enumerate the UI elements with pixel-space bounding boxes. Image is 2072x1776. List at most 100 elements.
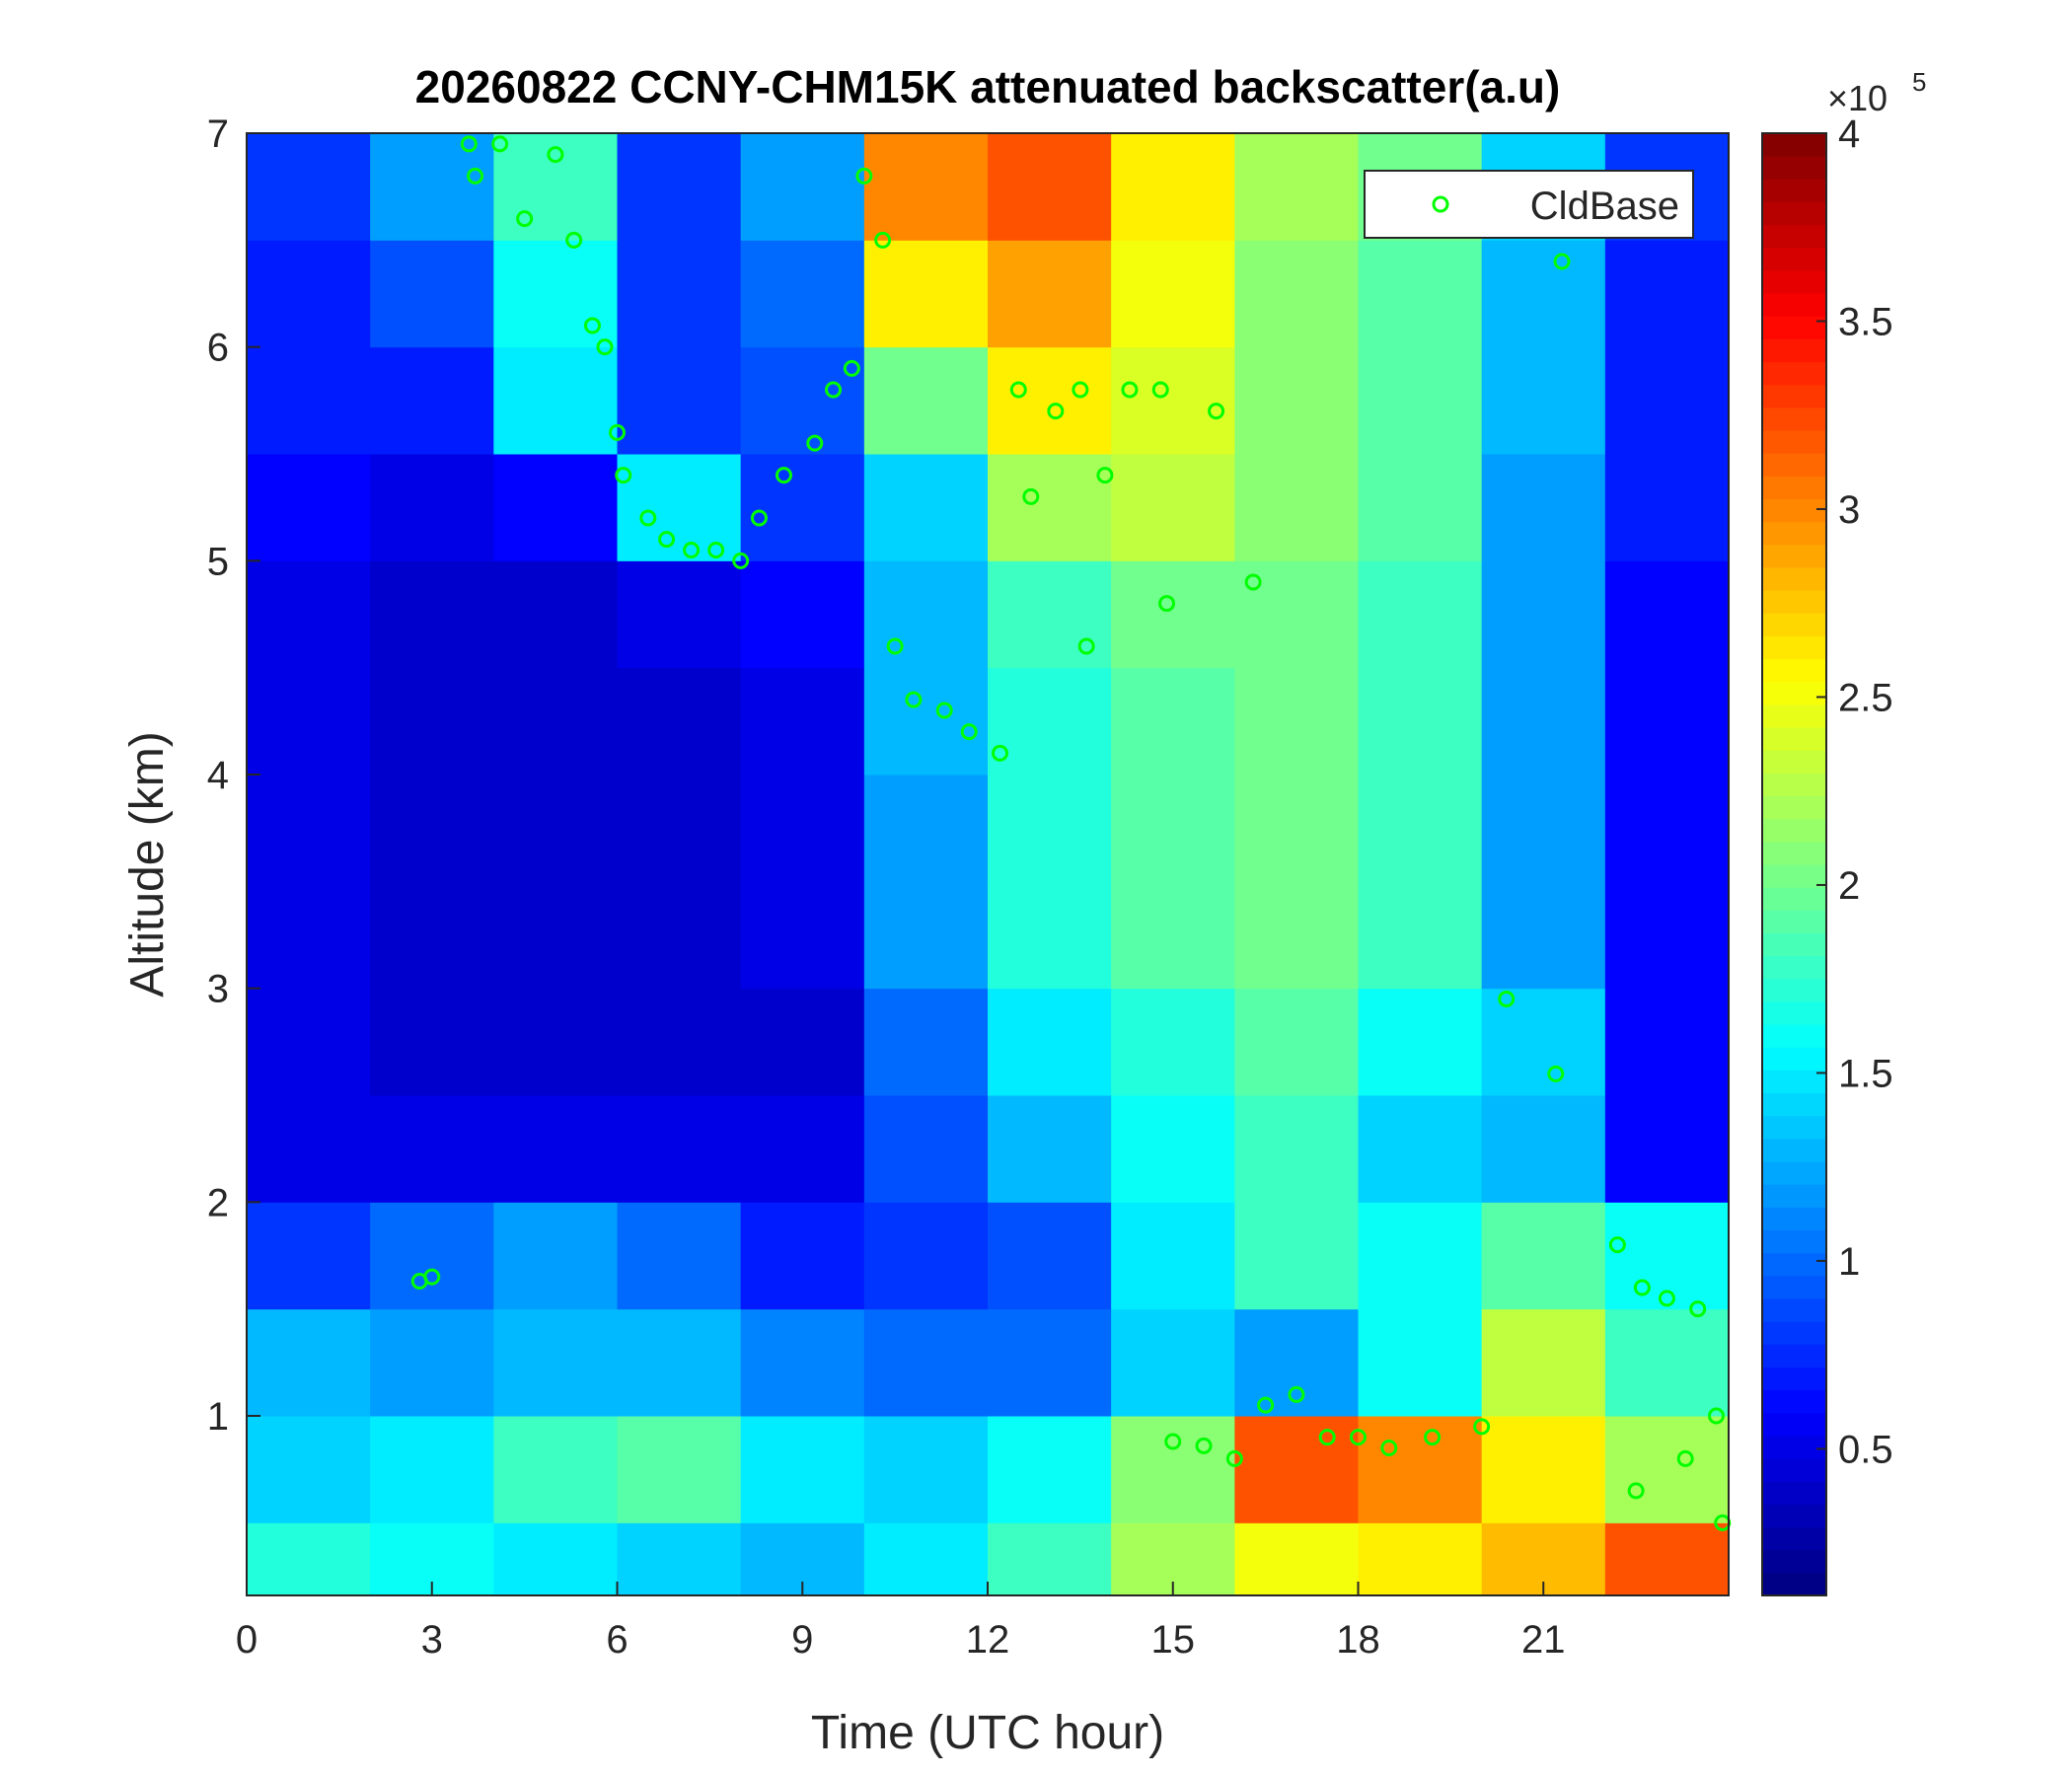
colorbar-swatch bbox=[1762, 1184, 1826, 1208]
heatmap-cell bbox=[988, 1522, 1112, 1596]
heatmap-cell bbox=[863, 346, 989, 455]
colorbar-exponent: 5 bbox=[1912, 67, 1926, 97]
heatmap-cell bbox=[1481, 454, 1606, 561]
heatmap-cell bbox=[863, 1202, 989, 1310]
colorbar-swatch bbox=[1762, 1024, 1826, 1048]
colorbar-swatch bbox=[1762, 1000, 1826, 1025]
heatmap-cell bbox=[1358, 1416, 1483, 1523]
heatmap-cell bbox=[988, 1202, 1112, 1310]
heatmap-cell bbox=[617, 881, 742, 990]
colorbar-swatch bbox=[1762, 978, 1826, 1002]
cloud-base-point bbox=[1689, 1300, 1707, 1318]
colorbar-swatch bbox=[1762, 521, 1826, 546]
heatmap-cell bbox=[1604, 240, 1730, 348]
heatmap-cell bbox=[493, 1095, 618, 1203]
cloud-base-point bbox=[423, 1268, 441, 1286]
y-tick-label: 7 bbox=[207, 112, 229, 156]
heatmap-cell bbox=[1111, 133, 1235, 241]
cloud-base-point bbox=[1633, 1279, 1651, 1296]
heatmap-cell bbox=[1358, 988, 1483, 1096]
heatmap-cell bbox=[370, 560, 494, 669]
heatmap-cell bbox=[988, 133, 1112, 241]
heatmap-cell bbox=[988, 1308, 1112, 1417]
colorbar-swatch bbox=[1762, 133, 1826, 157]
colorbar-swatch bbox=[1762, 1481, 1826, 1505]
y-tick-label: 4 bbox=[207, 754, 229, 797]
heatmap-cell bbox=[740, 775, 865, 882]
heatmap-cell bbox=[247, 988, 371, 1096]
heatmap-cell bbox=[1358, 1308, 1483, 1417]
heatmap-cell bbox=[1234, 775, 1359, 882]
colorbar-swatch bbox=[1762, 179, 1826, 202]
colorbar-tick-label: 4 bbox=[1838, 112, 1860, 156]
cloud-base-point bbox=[806, 434, 824, 452]
heatmap-cell bbox=[740, 988, 865, 1096]
colorbar-swatch bbox=[1762, 773, 1826, 797]
colorbar-swatch bbox=[1762, 1047, 1826, 1071]
heatmap-cell bbox=[1111, 1095, 1235, 1203]
heatmap-cell bbox=[1234, 1308, 1359, 1417]
colorbar-swatch bbox=[1762, 453, 1826, 477]
heatmap-cell bbox=[617, 1202, 742, 1310]
colorbar-swatch bbox=[1762, 316, 1826, 339]
colorbar-swatch bbox=[1762, 293, 1826, 317]
heatmap-cell bbox=[1358, 1095, 1483, 1203]
cloud-base-point bbox=[1676, 1449, 1694, 1467]
heatmap-cell bbox=[1111, 1202, 1235, 1310]
colorbar-swatch bbox=[1762, 1458, 1826, 1482]
cloud-base-point bbox=[1627, 1482, 1645, 1500]
heatmap-cell bbox=[370, 1416, 494, 1523]
heatmap-cell bbox=[493, 881, 618, 990]
heatmap-cell bbox=[617, 667, 742, 776]
colorbar-swatch bbox=[1762, 1252, 1826, 1277]
heatmap-cell bbox=[247, 454, 371, 561]
heatmap-cell bbox=[247, 1522, 371, 1596]
heatmap-cell bbox=[493, 1308, 618, 1417]
heatmap-cell bbox=[863, 988, 989, 1096]
cloud-base-point bbox=[1707, 1407, 1725, 1425]
heatmap-cell bbox=[1111, 988, 1235, 1096]
heatmap-cell bbox=[247, 667, 371, 776]
y-tick-label: 5 bbox=[207, 540, 229, 583]
heatmap-cell bbox=[863, 1308, 989, 1417]
heatmap-cell bbox=[247, 881, 371, 990]
cloud-base-point bbox=[516, 210, 534, 228]
colorbar-swatch bbox=[1762, 795, 1826, 820]
heatmap-cell bbox=[247, 560, 371, 669]
heatmap-cell bbox=[740, 881, 865, 990]
heatmap-cell bbox=[988, 881, 1112, 990]
colorbar-swatch bbox=[1762, 613, 1826, 636]
heatmap-cell bbox=[988, 1095, 1112, 1203]
cloud-base-point bbox=[1096, 467, 1114, 484]
heatmap-cell bbox=[370, 240, 494, 348]
heatmap-cell bbox=[988, 240, 1112, 348]
heatmap-cell bbox=[1358, 240, 1483, 348]
colorbar-swatch bbox=[1762, 1412, 1826, 1437]
cloud-base-point bbox=[615, 467, 632, 484]
cloud-base-point bbox=[658, 531, 676, 549]
heatmap-cell bbox=[1111, 667, 1235, 776]
heatmap-cell bbox=[1234, 1522, 1359, 1596]
cloud-base-point bbox=[1257, 1396, 1275, 1414]
colorbar-swatch bbox=[1762, 1161, 1826, 1185]
heatmap-cell bbox=[740, 346, 865, 455]
heatmap-cell bbox=[1604, 560, 1730, 669]
heatmap-cell bbox=[740, 667, 865, 776]
colorbar-swatch bbox=[1762, 818, 1826, 843]
cloud-base-point bbox=[874, 231, 892, 249]
colorbar-swatch bbox=[1762, 1367, 1826, 1391]
cloud-base-point bbox=[1288, 1385, 1305, 1403]
colorbar-swatch bbox=[1762, 1138, 1826, 1162]
colorbar-tick-label: 3.5 bbox=[1838, 300, 1893, 343]
heatmap-cell bbox=[617, 1095, 742, 1203]
x-tick-label: 6 bbox=[606, 1618, 628, 1662]
cloud-base-point bbox=[1157, 595, 1175, 613]
colorbar-tick-label: 0.5 bbox=[1838, 1428, 1893, 1471]
heatmap-cell bbox=[1604, 1416, 1730, 1523]
heatmap-cell bbox=[1481, 240, 1606, 348]
heatmap-cell bbox=[863, 667, 989, 776]
heatmap-cell bbox=[988, 346, 1112, 455]
heatmap-cell bbox=[1234, 1202, 1359, 1310]
chart-title: 20260822 CCNY-CHM15K attenuated backscat… bbox=[415, 61, 1561, 112]
colorbar-swatch bbox=[1762, 224, 1826, 249]
